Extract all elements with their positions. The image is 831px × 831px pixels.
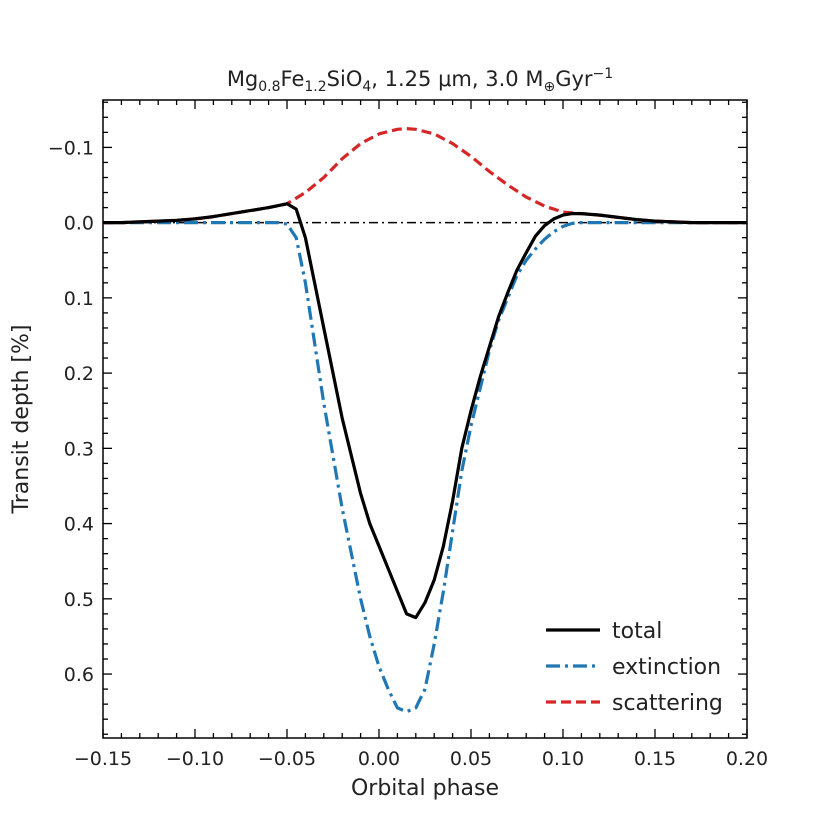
x-axis-label: Orbital phase xyxy=(351,776,499,801)
x-tick-label: 0.15 xyxy=(634,748,676,770)
axis-ticks xyxy=(102,100,748,738)
legend-label-extinction: extinction xyxy=(612,655,721,680)
x-tick-labels: −0.15 −0.10 −0.05 0.00 0.05 0.10 0.15 0.20 xyxy=(74,748,768,770)
y-tick-labels: −0.1 0.0 0.1 0.2 0.3 0.4 0.5 0.6 xyxy=(48,137,94,686)
y-tick-label: 0.2 xyxy=(64,363,94,385)
x-tick-label: −0.05 xyxy=(258,748,316,770)
y-tick-label: 0.3 xyxy=(64,438,94,460)
x-tick-label: −0.15 xyxy=(74,748,132,770)
y-tick-label: 0.1 xyxy=(64,288,94,310)
x-tick-label: 0.20 xyxy=(726,748,768,770)
y-tick-label: 0.0 xyxy=(64,213,94,235)
y-tick-label: −0.1 xyxy=(48,137,94,159)
y-tick-label: 0.6 xyxy=(64,664,94,686)
legend-label-scattering: scattering xyxy=(612,691,723,716)
series-extinction-line xyxy=(103,221,747,714)
y-axis-label: Transit depth [%] xyxy=(9,325,34,515)
series-scattering-line xyxy=(103,127,747,225)
series-total-line xyxy=(103,202,747,620)
x-tick-label: 0.00 xyxy=(358,748,400,770)
plot-frame xyxy=(102,99,748,739)
x-tick-label: 0.05 xyxy=(450,748,492,770)
legend: total extinction scattering xyxy=(546,619,723,716)
y-tick-label: 0.5 xyxy=(64,589,94,611)
y-tick-label: 0.4 xyxy=(64,514,94,536)
x-tick-label: 0.10 xyxy=(542,748,584,770)
x-tick-label: −0.10 xyxy=(166,748,224,770)
chart-title: Mg0.8Fe1.2SiO4, 1.25 μm, 3.0 M⊕Gyr−1 xyxy=(227,66,613,95)
legend-label-total: total xyxy=(612,619,662,644)
